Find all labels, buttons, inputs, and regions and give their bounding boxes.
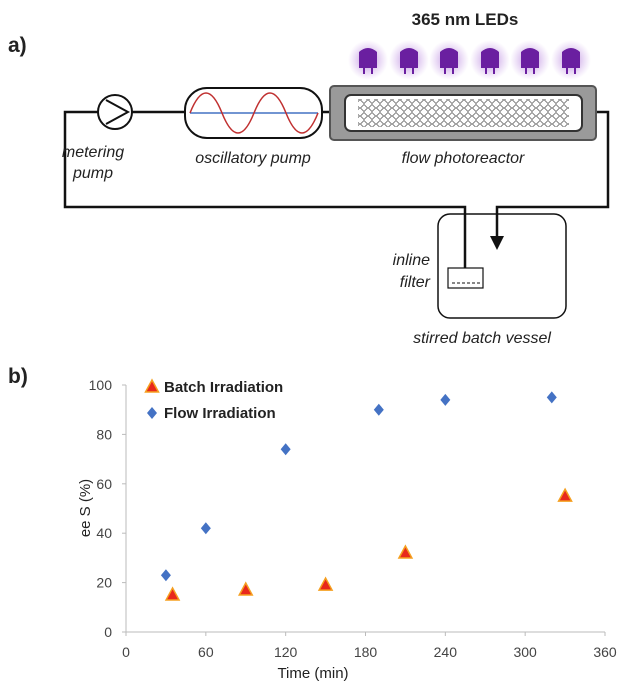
label: oscillatory pump <box>195 150 311 167</box>
legend-label: Flow Irradiation <box>164 405 276 422</box>
panel-label: b) <box>8 365 28 388</box>
label: inline <box>393 252 430 269</box>
legend-marker <box>144 378 160 393</box>
chart: Time (min) ee S (%) 0 60 120 180 240 300 360 0 2… <box>77 377 617 682</box>
arrow <box>490 236 504 250</box>
data-point <box>280 443 291 456</box>
x-tick-label: 240 <box>434 644 458 660</box>
x-tick-label: 0 <box>122 644 130 660</box>
y-tick-label: 20 <box>96 575 112 591</box>
legend-marker <box>147 407 157 419</box>
data-point <box>237 581 254 596</box>
label: stirred batch vessel <box>413 330 551 347</box>
data-point <box>373 403 384 416</box>
data-point <box>200 522 211 535</box>
x-tick-label: 120 <box>274 644 298 660</box>
data-point <box>160 569 171 582</box>
x-tick-label: 180 <box>354 644 378 660</box>
y-tick-label: 100 <box>89 377 113 393</box>
label: pump <box>72 165 113 182</box>
data-point <box>317 576 334 591</box>
leds <box>348 40 591 80</box>
label: flow photoreactor <box>402 150 525 167</box>
y-tick-label: 0 <box>104 624 112 640</box>
y-tick-label: 60 <box>96 476 112 492</box>
batch-vessel <box>437 213 567 319</box>
diagram: a) 365 nm LEDs metering pump oscillatory… <box>8 10 610 388</box>
panel-label: a) <box>8 34 27 57</box>
x-axis-label: Time (min) <box>277 665 348 682</box>
data-point <box>546 391 557 404</box>
y-tick-label: 40 <box>96 525 112 541</box>
data-point <box>397 544 414 559</box>
x-tick-label: 60 <box>198 644 214 660</box>
y-axis-label: ee S (%) <box>77 479 94 537</box>
metering-pump-icon <box>97 94 133 130</box>
led-label: 365 nm LEDs <box>412 10 519 29</box>
legend-label: Batch Irradiation <box>164 379 283 396</box>
label: filter <box>400 274 431 291</box>
data-point <box>164 586 181 601</box>
data-point <box>557 487 573 502</box>
x-tick-label: 360 <box>593 644 617 660</box>
data-point <box>440 393 451 406</box>
label: metering <box>62 144 124 161</box>
inline-filter-icon <box>447 267 484 289</box>
y-tick-label: 80 <box>96 426 112 442</box>
x-tick-label: 300 <box>513 644 537 660</box>
